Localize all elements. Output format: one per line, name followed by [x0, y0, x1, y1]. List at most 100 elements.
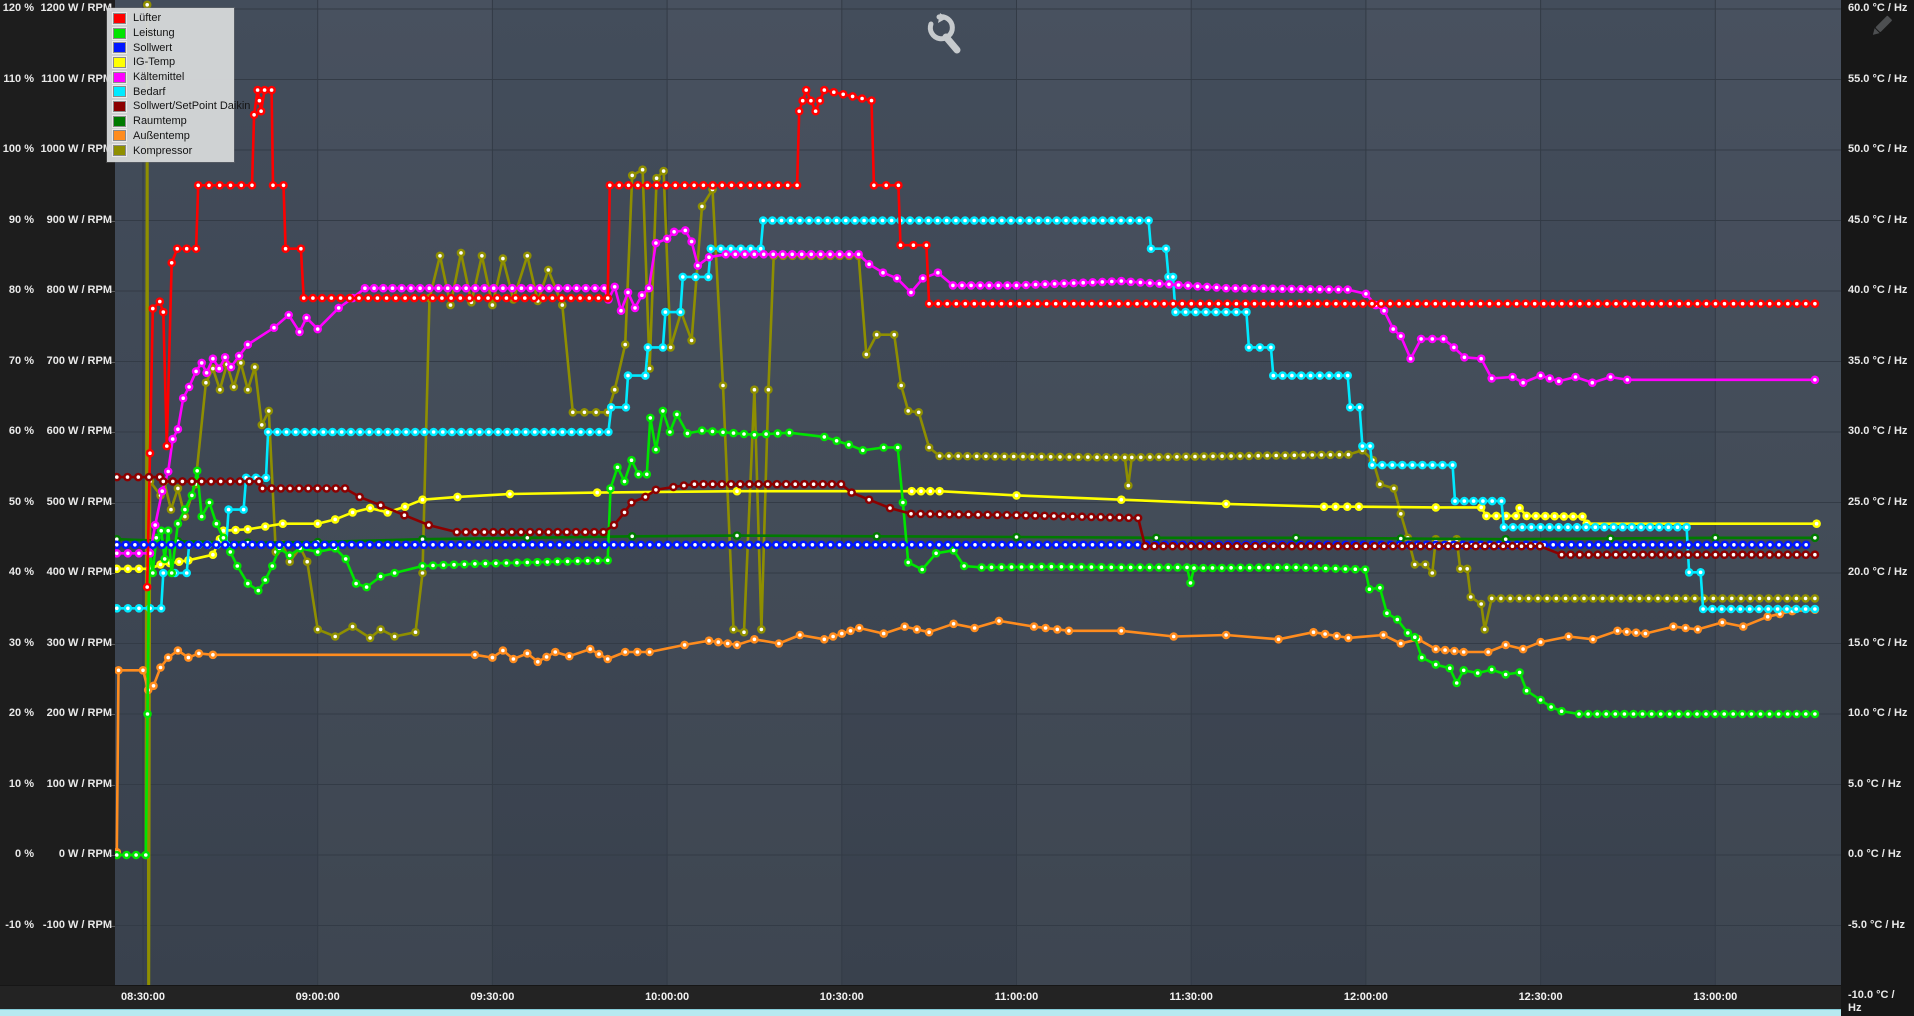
tick-w-rpm: 1100 W / RPM: [41, 72, 112, 85]
legend-label: Außentemp: [133, 129, 190, 142]
tick-percent: 20 %: [8, 707, 34, 719]
tick-mark: [109, 714, 115, 715]
legend-item-sollwert[interactable]: Sollwert: [111, 40, 230, 55]
legend-item-raumtemp[interactable]: Raumtemp: [111, 114, 230, 129]
tick-mark: [109, 643, 115, 645]
tick-w-rpm: 200 W / RPM: [46, 707, 112, 719]
tick-c-hz: 20.0 °C / Hz: [1848, 566, 1908, 578]
chart-legend[interactable]: Lüfter Leistung Sollwert IG-Temp Kältemittel…: [107, 8, 250, 162]
tick-c-hz: 45.0 °C / Hz: [1848, 213, 1908, 226]
legend-item-bedarf[interactable]: Bedarf: [111, 84, 230, 99]
tick-time: 11:30:00: [1169, 991, 1213, 1003]
series-layer: [115, 0, 1821, 985]
legend-label: Leistung: [133, 27, 175, 40]
tick-mark: [109, 855, 115, 856]
magnifier-reset-icon: [927, 13, 961, 54]
tick-percent: 30 %: [8, 636, 34, 649]
tick-c-hz: 55.0 °C / Hz: [1848, 72, 1908, 85]
pencil-icon: [1872, 15, 1892, 35]
tick-percent: 50 %: [8, 495, 34, 508]
zoom-reset-button[interactable]: [921, 12, 967, 58]
tick-c-hz: 30.0 °C / Hz: [1848, 425, 1908, 437]
legend-label: Lüfter: [133, 12, 162, 25]
axis-time: 08:30:00 09:00:00 09:30:00 10:00:00 10:30:00…: [0, 985, 1841, 1009]
tick-w-rpm: 900 W / RPM: [46, 213, 112, 226]
tick-w-rpm: -100 W / RPM: [42, 918, 112, 931]
legend-item-kaeltemittel[interactable]: Kältemittel: [111, 70, 230, 85]
tick-c-hz: 15.0 °C / Hz: [1848, 636, 1908, 649]
legend-label: Raumtemp: [133, 115, 187, 128]
tick-percent: 120 %: [2, 2, 34, 14]
series-luefter: [142, 85, 1820, 592]
tick-time: 12:30:00: [1518, 991, 1563, 1003]
tick-time: 09:30:00: [470, 991, 515, 1003]
tick-mark: [109, 291, 115, 292]
tick-w-rpm: 0 W / RPM: [58, 848, 112, 860]
tick-c-hz: 50.0 °C / Hz: [1848, 143, 1908, 155]
gridlines: [115, 0, 1841, 985]
tick-percent: 40 %: [8, 566, 34, 578]
tick-time: 09:00:00: [295, 991, 340, 1003]
legend-item-setpoint-daikin[interactable]: Sollwert/SetPoint Daikin: [111, 99, 250, 114]
axis-right-panel: [1841, 0, 1914, 1016]
tick-percent: 10 %: [8, 777, 34, 790]
tick-c-hz: 60.0 °C / Hz: [1848, 2, 1908, 14]
legend-item-leistung[interactable]: Leistung: [111, 26, 230, 41]
legend-item-aussentemp[interactable]: Außentemp: [111, 129, 230, 144]
tick-w-rpm: 300 W / RPM: [46, 636, 112, 649]
tick-mark: [109, 784, 115, 786]
tick-mark: [109, 502, 115, 504]
tick-time: 08:30:00: [120, 991, 166, 1003]
tick-percent: 0 %: [15, 848, 34, 860]
tick-time: 12:00:00: [1343, 991, 1388, 1003]
tick-time: 10:30:00: [819, 991, 864, 1003]
tick-w-rpm: 800 W / RPM: [46, 284, 112, 296]
legend-swatch: [113, 42, 126, 54]
tick-percent: 110 %: [3, 72, 34, 85]
edit-button[interactable]: [1866, 11, 1896, 41]
tick-w-rpm: 1000 W / RPM: [40, 143, 112, 155]
legend-swatch: [113, 86, 126, 98]
tick-time: 13:00:00: [1693, 991, 1738, 1003]
legend-label: Sollwert: [133, 41, 173, 54]
tick-c-hz: 25.0 °C / Hz: [1848, 495, 1908, 508]
chart-plot-area[interactable]: [0, 0, 1914, 985]
tick-time: 11:00:00: [994, 991, 1039, 1003]
legend-swatch: [113, 12, 126, 24]
legend-swatch: [113, 130, 126, 142]
tick-percent: 70 %: [8, 354, 34, 367]
tick-w-rpm: 600 W / RPM: [46, 425, 112, 437]
tick-w-rpm: 500 W / RPM: [46, 495, 112, 508]
series-kaeltemittel: [115, 226, 1820, 558]
tick-c-hz: 5.0 °C / Hz: [1848, 777, 1902, 790]
tick-time: 10:00:00: [645, 991, 690, 1003]
legend-swatch: [113, 27, 126, 39]
tick-c-hz: 0.0 °C / Hz: [1848, 848, 1902, 860]
tick-percent: -10 %: [5, 918, 34, 931]
tick-percent: 100 %: [2, 143, 34, 155]
tick-mark: [109, 361, 115, 363]
tick-w-rpm: 400 W / RPM: [46, 566, 112, 578]
tick-w-rpm: 100 W / RPM: [46, 777, 112, 790]
series-leistung: [115, 406, 1820, 860]
legend-label: Bedarf: [133, 85, 166, 98]
legend-item-kompressor[interactable]: Kompressor: [111, 143, 230, 158]
tick-c-hz: 10.0 °C / Hz: [1848, 707, 1908, 719]
legend-item-luefter[interactable]: Lüfter: [111, 11, 230, 26]
legend-item-ig-temp[interactable]: IG-Temp: [111, 55, 230, 70]
tick-mark: [109, 925, 115, 927]
legend-swatch: [113, 145, 126, 157]
legend-swatch: [113, 56, 126, 68]
legend-label: Sollwert/SetPoint Daikin: [133, 100, 251, 113]
tick-mark: [109, 573, 115, 574]
tick-w-rpm: 1200 W / RPM: [40, 2, 112, 14]
series-ig-temp: [115, 486, 1821, 574]
tick-mark: [109, 220, 115, 222]
legend-swatch: [113, 115, 126, 127]
series-setpoint-daikin: [115, 472, 1820, 559]
tick-c-hz: 35.0 °C / Hz: [1848, 354, 1908, 367]
tick-mark: [109, 432, 115, 433]
timeline-scrollbar[interactable]: [0, 1009, 1841, 1016]
tick-c-hz: 40.0 °C / Hz: [1848, 284, 1908, 296]
